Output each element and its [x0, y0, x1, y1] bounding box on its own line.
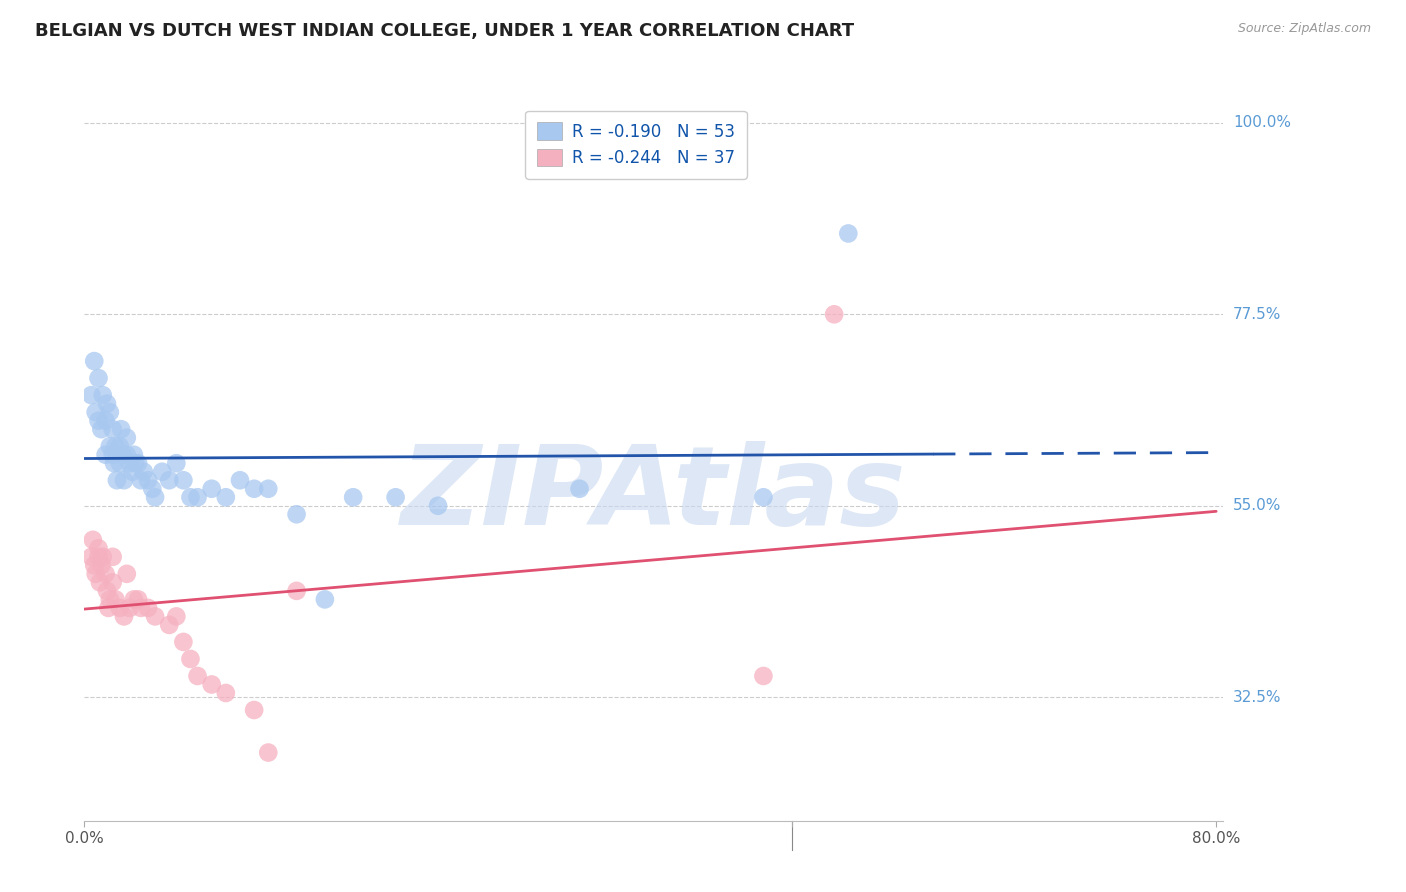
Point: [87, 549, 110, 564]
Point: [165, 609, 187, 624]
Point: [94, 414, 117, 428]
Point: [314, 592, 336, 607]
Point: [201, 677, 224, 691]
Point: [112, 609, 135, 624]
Point: [84, 405, 107, 419]
Text: 77.5%: 77.5%: [1233, 307, 1281, 322]
Point: [136, 600, 159, 615]
Point: [257, 746, 280, 760]
Point: [122, 592, 145, 607]
Text: BELGIAN VS DUTCH WEST INDIAN COLLEGE, UNDER 1 YEAR CORRELATION CHART: BELGIAN VS DUTCH WEST INDIAN COLLEGE, UN…: [35, 22, 855, 40]
Point: [87, 371, 110, 385]
Point: [94, 566, 117, 581]
Point: [179, 652, 201, 666]
Point: [84, 566, 107, 581]
Point: [118, 456, 141, 470]
Point: [108, 456, 131, 470]
Point: [83, 558, 105, 573]
Point: [115, 566, 138, 581]
Text: 32.5%: 32.5%: [1233, 690, 1282, 705]
Point: [127, 592, 149, 607]
Point: [132, 465, 155, 479]
Point: [108, 439, 131, 453]
Point: [186, 669, 208, 683]
Point: [172, 473, 194, 487]
Point: [108, 600, 131, 615]
Text: 100.0%: 100.0%: [1233, 115, 1291, 130]
Point: [91, 388, 114, 402]
Point: [129, 473, 152, 487]
Point: [104, 439, 127, 453]
Point: [157, 473, 180, 487]
Point: [201, 482, 224, 496]
Point: [90, 422, 112, 436]
Point: [129, 600, 152, 615]
Point: [427, 499, 450, 513]
Point: [101, 575, 124, 590]
Point: [172, 635, 194, 649]
Point: [229, 473, 252, 487]
Text: 55.0%: 55.0%: [1233, 499, 1281, 513]
Point: [104, 592, 127, 607]
Point: [122, 448, 145, 462]
Point: [257, 482, 280, 496]
Point: [243, 482, 266, 496]
Point: [186, 490, 208, 504]
Point: [215, 490, 238, 504]
Point: [80, 549, 103, 564]
Point: [103, 456, 125, 470]
Point: [101, 422, 124, 436]
Point: [96, 397, 118, 411]
Point: [568, 482, 591, 496]
Point: [83, 354, 105, 368]
Point: [165, 456, 187, 470]
Point: [97, 600, 120, 615]
Point: [89, 575, 111, 590]
Point: [285, 583, 308, 598]
Point: [98, 439, 121, 453]
Point: [98, 592, 121, 607]
Text: Source: ZipAtlas.com: Source: ZipAtlas.com: [1237, 22, 1371, 36]
Point: [118, 600, 141, 615]
Point: [115, 448, 138, 462]
Point: [124, 456, 146, 470]
Point: [384, 490, 406, 504]
Point: [179, 490, 201, 504]
Point: [94, 448, 117, 462]
Point: [752, 669, 775, 683]
Point: [90, 558, 112, 573]
Point: [82, 533, 104, 547]
Point: [141, 482, 163, 496]
Point: [143, 490, 166, 504]
Point: [243, 703, 266, 717]
Point: [87, 541, 110, 556]
Point: [80, 388, 103, 402]
Point: [121, 465, 143, 479]
Point: [101, 448, 124, 462]
Point: [91, 549, 114, 564]
Point: [157, 618, 180, 632]
Point: [752, 490, 775, 504]
Point: [87, 414, 110, 428]
Point: [342, 490, 364, 504]
Legend: R = -0.190   N = 53, R = -0.244   N = 37: R = -0.190 N = 53, R = -0.244 N = 37: [526, 111, 747, 178]
Point: [111, 448, 134, 462]
Point: [105, 473, 128, 487]
Point: [285, 508, 308, 522]
Point: [837, 227, 859, 241]
Point: [96, 583, 118, 598]
Point: [143, 609, 166, 624]
Point: [150, 465, 173, 479]
Point: [112, 473, 135, 487]
Point: [98, 405, 121, 419]
Point: [101, 549, 124, 564]
Point: [127, 456, 149, 470]
Point: [215, 686, 238, 700]
Point: [823, 307, 845, 321]
Point: [136, 473, 159, 487]
Point: [115, 431, 138, 445]
Text: ZIPAtlas: ZIPAtlas: [401, 442, 907, 549]
Point: [110, 422, 132, 436]
